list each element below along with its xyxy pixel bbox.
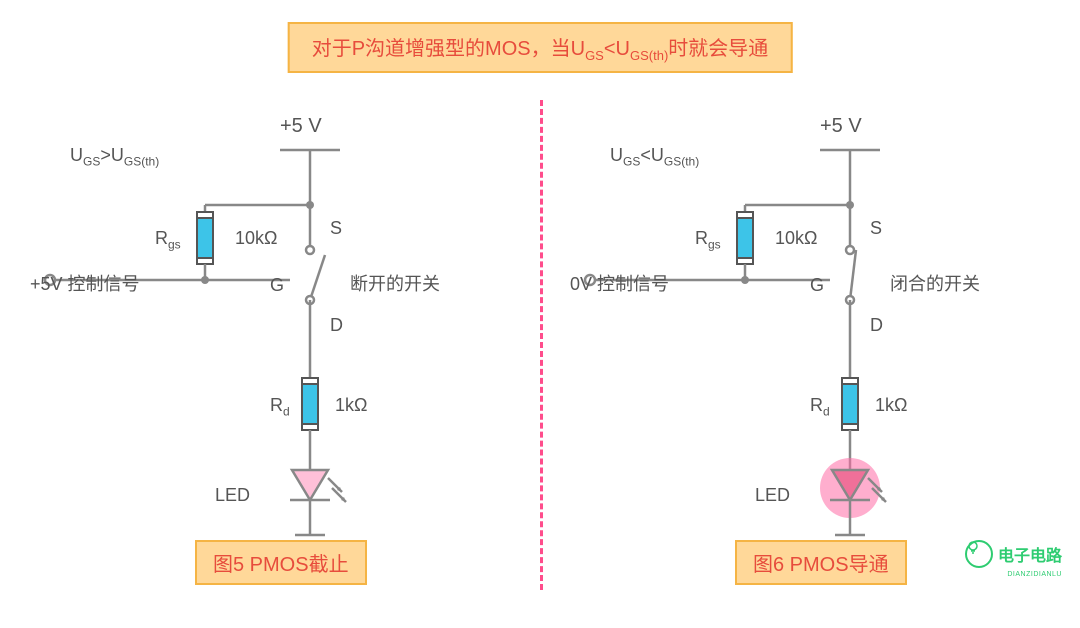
condition-right: UGS<UGS(th) xyxy=(610,145,699,169)
terminal-g-right: G xyxy=(810,275,824,296)
vertical-divider xyxy=(540,100,543,590)
rgs-label-right: Rgs xyxy=(695,228,721,252)
led-label-left: LED xyxy=(215,485,250,506)
terminal-d-left: D xyxy=(330,315,343,336)
logo-icon xyxy=(965,540,993,568)
title-banner: 对于P沟道增强型的MOS，当UGS<UGS(th)时就会导通 xyxy=(288,22,793,73)
led-label-right: LED xyxy=(755,485,790,506)
signal-label-left: +5V 控制信号 xyxy=(30,270,140,296)
voltage-top-left: +5 V xyxy=(280,115,322,138)
terminal-g-left: G xyxy=(270,275,284,296)
rgs-label-left: Rgs xyxy=(155,228,181,252)
rgs-value-left: 10kΩ xyxy=(235,228,277,249)
caption-right: 图6 PMOS导通 xyxy=(735,540,907,585)
voltage-top-right: +5 V xyxy=(820,115,862,138)
logo-subtext: DIANZIDIANLU xyxy=(1007,571,1062,578)
caption-left: 图5 PMOS截止 xyxy=(195,540,367,585)
circuit-pmos-on: UGS<UGS(th) +5 V 0V 控制信号 Rgs 10kΩ S G 闭合… xyxy=(560,100,1080,590)
rd-label-left: Rd xyxy=(270,395,290,419)
rgs-value-right: 10kΩ xyxy=(775,228,817,249)
logo-text: 电子电路 xyxy=(998,542,1062,566)
circuit-svg-right xyxy=(560,100,1080,590)
terminal-s-right: S xyxy=(870,218,882,239)
terminal-s-left: S xyxy=(330,218,342,239)
signal-label-right: 0V 控制信号 xyxy=(570,270,669,296)
condition-left: UGS>UGS(th) xyxy=(70,145,159,169)
terminal-d-right: D xyxy=(870,315,883,336)
logo: 电子电路 xyxy=(965,540,1062,568)
rd-value-left: 1kΩ xyxy=(335,395,367,416)
circuit-svg-left xyxy=(20,100,540,590)
rd-value-right: 1kΩ xyxy=(875,395,907,416)
circuit-pmos-off: UGS>UGS(th) +5 V +5V 控制信号 Rgs 10kΩ S G 断… xyxy=(20,100,540,590)
switch-state-left: 断开的开关 xyxy=(350,270,440,296)
rd-label-right: Rd xyxy=(810,395,830,419)
switch-state-right: 闭合的开关 xyxy=(890,270,980,296)
